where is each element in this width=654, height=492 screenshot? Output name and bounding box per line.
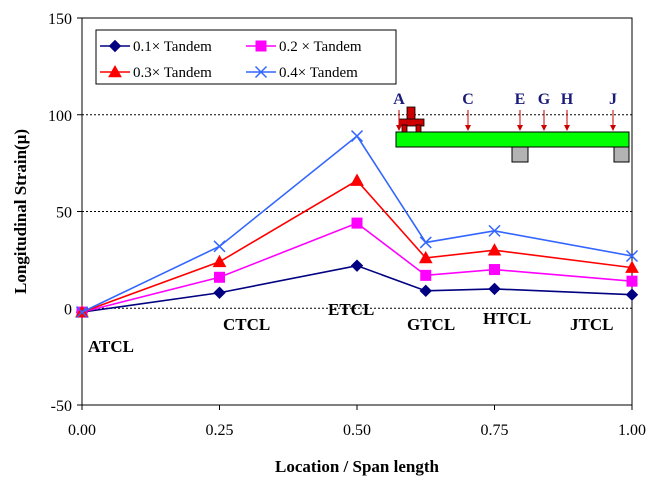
series-3 bbox=[75, 173, 639, 318]
data-point bbox=[488, 282, 501, 296]
location-annotation: HTCL bbox=[483, 309, 531, 328]
y-axis-title: Longitudinal Strain(μ) bbox=[11, 129, 30, 294]
axis-ticks: -50 0 50 100 150 0.00 0.25 0.50 0.75 1.00 bbox=[48, 11, 646, 439]
series-line bbox=[81, 179, 633, 313]
bridge-beam bbox=[395, 131, 630, 148]
legend-marker bbox=[108, 39, 122, 53]
legend-label: 0.4× Tandem bbox=[279, 65, 358, 81]
inset-arrow-head bbox=[610, 125, 616, 131]
x-tick-label: 0.50 bbox=[343, 422, 371, 439]
data-point bbox=[214, 271, 225, 283]
legend: 0.1× Tandem 0.2 × Tandem 0.3× Tandem 0.4× T… bbox=[95, 29, 397, 85]
annotation-layer: ATCL CTCL ETCL GTCL HTCL JTCL bbox=[88, 300, 613, 356]
x-tick-label: 0.75 bbox=[481, 422, 509, 439]
series-line bbox=[81, 264, 633, 313]
data-point bbox=[625, 249, 639, 263]
data-point bbox=[626, 275, 638, 287]
inset-arrow-head bbox=[564, 125, 570, 131]
x-tick-label: 0.00 bbox=[68, 422, 96, 439]
data-point bbox=[213, 240, 226, 253]
legend-box bbox=[95, 29, 397, 85]
location-annotation: CTCL bbox=[223, 315, 270, 334]
data-point bbox=[487, 243, 502, 256]
x-tick-label: 1.00 bbox=[618, 422, 646, 439]
inset-arrow-head bbox=[396, 125, 402, 131]
series-line bbox=[81, 134, 633, 313]
inset-arrow-head bbox=[517, 125, 523, 131]
series-line bbox=[81, 222, 633, 313]
series-4 bbox=[75, 130, 639, 319]
bridge-support bbox=[613, 146, 630, 163]
series-layer bbox=[75, 130, 639, 319]
y-tick-label: -50 bbox=[51, 398, 72, 415]
x-tick-label: 0.25 bbox=[206, 422, 234, 439]
legend-entry: 0.4× Tandem bbox=[246, 65, 358, 81]
legend-marker bbox=[255, 40, 267, 52]
legend-entry: 0.2 × Tandem bbox=[246, 39, 362, 55]
data-point bbox=[625, 260, 639, 273]
legend-marker bbox=[108, 64, 122, 78]
y-tick-label: 150 bbox=[48, 11, 72, 28]
x-axis-title: Location / Span length bbox=[275, 457, 439, 476]
legend-label: 0.2 × Tandem bbox=[279, 39, 362, 55]
data-point bbox=[420, 269, 432, 281]
inset-label: J bbox=[609, 91, 617, 108]
y-tick-label: 50 bbox=[56, 205, 72, 222]
inset-label: G bbox=[538, 91, 551, 108]
data-point bbox=[350, 130, 364, 143]
location-annotation: ATCL bbox=[88, 337, 134, 356]
data-point bbox=[488, 224, 501, 237]
bridge-support bbox=[511, 146, 529, 163]
y-tick-label: 0 bbox=[64, 301, 72, 318]
location-annotation: ETCL bbox=[328, 300, 374, 319]
truck-wheel bbox=[415, 124, 422, 133]
legend-entry: 0.3× Tandem bbox=[100, 64, 212, 81]
legend-label: 0.3× Tandem bbox=[133, 65, 212, 81]
inset-arrow-head bbox=[465, 125, 471, 131]
data-point bbox=[489, 264, 500, 276]
legend-marker bbox=[254, 65, 268, 79]
inset-label: C bbox=[462, 91, 474, 108]
inset-arrow-head bbox=[541, 125, 547, 131]
inset-label: A bbox=[393, 91, 405, 108]
inset-label: E bbox=[515, 91, 526, 108]
truck-wheel bbox=[401, 124, 408, 133]
data-point bbox=[75, 306, 89, 319]
location-annotation: JTCL bbox=[570, 315, 613, 334]
location-annotation: GTCL bbox=[407, 315, 455, 334]
data-point bbox=[418, 250, 433, 264]
data-point bbox=[625, 288, 639, 301]
data-point bbox=[212, 254, 227, 268]
data-point bbox=[350, 259, 364, 272]
inset-label: H bbox=[561, 91, 574, 108]
data-point bbox=[419, 236, 432, 249]
legend-label: 0.1× Tandem bbox=[133, 39, 212, 55]
data-point bbox=[213, 286, 226, 299]
y-tick-label: 100 bbox=[48, 108, 72, 125]
data-point bbox=[419, 284, 432, 298]
data-point bbox=[350, 173, 364, 186]
data-point bbox=[351, 217, 363, 229]
legend-entry: 0.1× Tandem bbox=[100, 39, 212, 55]
